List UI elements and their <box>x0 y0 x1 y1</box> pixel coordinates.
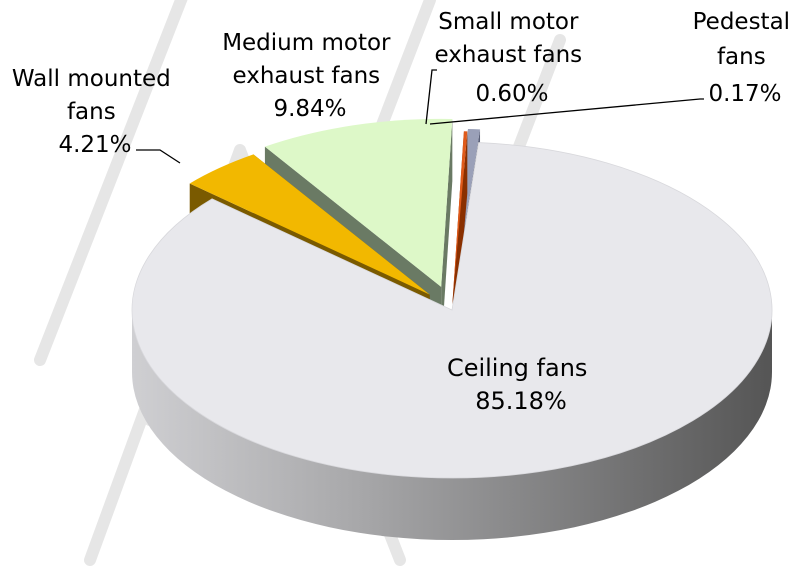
leader-lines <box>136 69 704 164</box>
slice-top-medium-motor <box>264 118 453 287</box>
label-small-value: 0.60% <box>475 81 548 107</box>
label-small-motor: Small motor exhaust fans 0.60% <box>435 9 590 107</box>
leader-line-wall <box>136 149 181 164</box>
label-ceiling: Ceiling fans 85.18% <box>447 354 595 415</box>
label-pedestal: Pedestal fans 0.17% <box>693 9 798 107</box>
label-pedestal-name-1: Pedestal <box>693 9 790 35</box>
label-medium-value: 9.84% <box>273 96 346 122</box>
slice-top-ceiling <box>131 142 773 479</box>
pie-sides <box>131 118 773 540</box>
label-medium-name-1: Medium motor <box>222 30 391 56</box>
label-small-name-2: exhaust fans <box>435 42 583 68</box>
label-ceiling-name: Ceiling fans <box>447 354 587 382</box>
label-small-name-1: Small motor <box>438 9 579 35</box>
label-wall-mounted: Wall mounted fans 4.21% <box>12 66 178 158</box>
slice-rim-ceiling <box>132 310 772 540</box>
label-medium-name-2: exhaust fans <box>233 63 381 89</box>
label-pedestal-value: 0.17% <box>708 81 781 107</box>
label-wall-value: 4.21% <box>58 132 131 158</box>
slice-ceiling <box>131 142 773 540</box>
slice-wall-medium-motor-1 <box>441 118 453 349</box>
label-wall-name-1: Wall mounted <box>12 66 171 92</box>
label-medium-motor: Medium motor exhaust fans 9.84% <box>222 30 398 122</box>
label-wall-name-2: fans <box>67 99 116 125</box>
slice-top-wall-mounted <box>189 154 430 295</box>
leader-line-small <box>425 69 437 125</box>
label-ceiling-value: 85.18% <box>475 387 567 415</box>
leader-line-pedestal <box>429 98 704 125</box>
label-pedestal-name-2: fans <box>717 44 766 70</box>
slice-top-pedestal <box>452 131 468 300</box>
